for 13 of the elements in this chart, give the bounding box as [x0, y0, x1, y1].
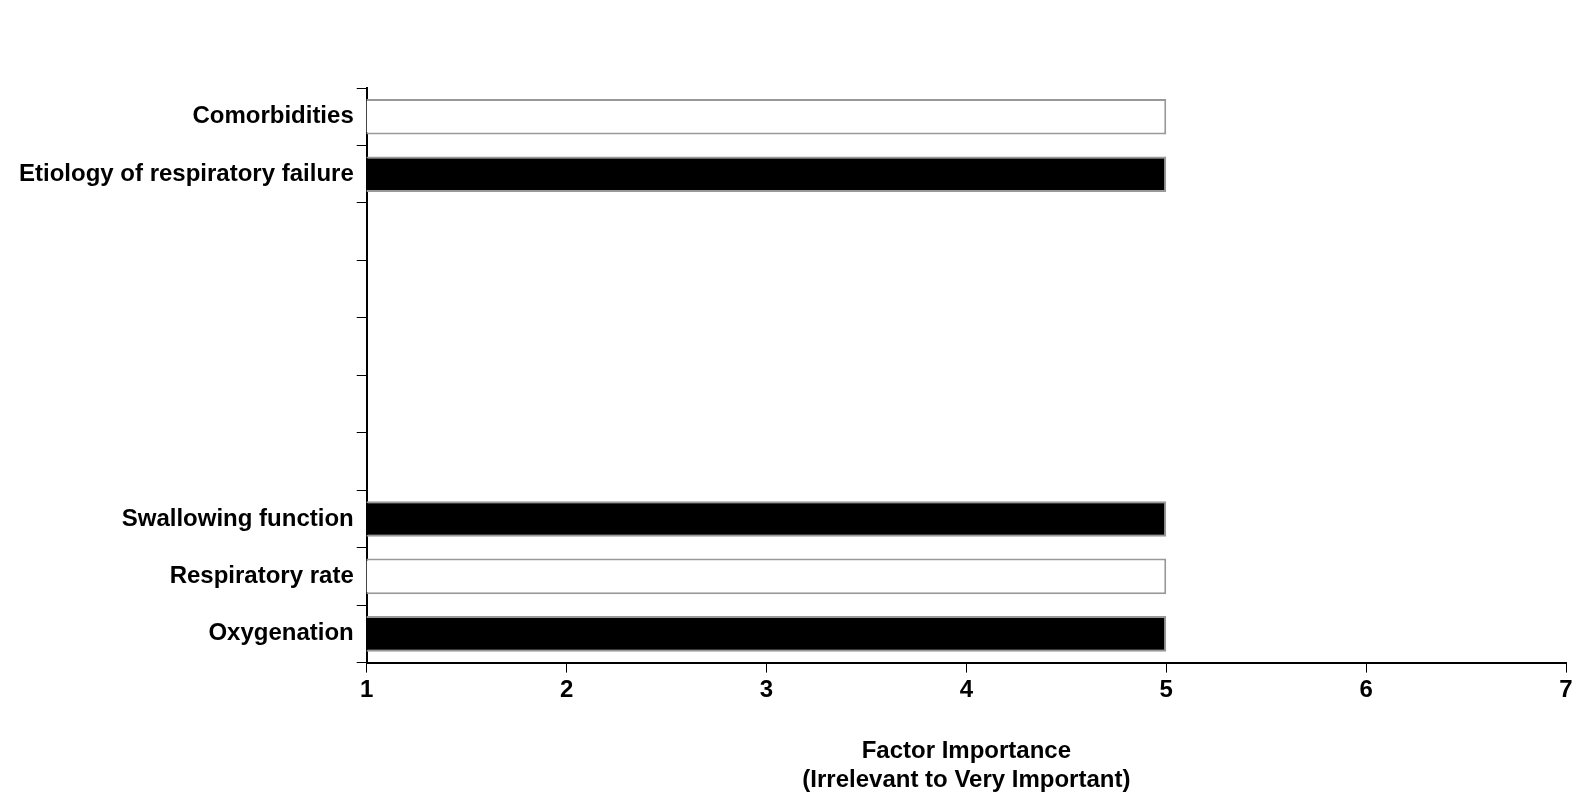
- y-tick-label: Respiratory rate: [169, 561, 354, 589]
- x-tick-label: 7: [1559, 674, 1573, 702]
- x-tick-label: 5: [1159, 674, 1173, 702]
- y-tick-label: Comorbidities: [192, 101, 354, 129]
- y-tick-label: Etiology of respiratory failure: [19, 158, 354, 186]
- x-tick-label: 3: [759, 674, 774, 702]
- x-tick-label: 2: [559, 674, 574, 702]
- x-tick-label: 6: [1359, 674, 1373, 702]
- y-tick-label: Swallowing function: [121, 503, 354, 531]
- y-tick-label: Oxygenation: [208, 618, 354, 646]
- x-axis-title: Factor Importance (Irrelevant to Very Important): [802, 736, 1131, 793]
- x-tick-label: 1: [360, 674, 374, 702]
- x-tick-label: 4: [959, 674, 974, 702]
